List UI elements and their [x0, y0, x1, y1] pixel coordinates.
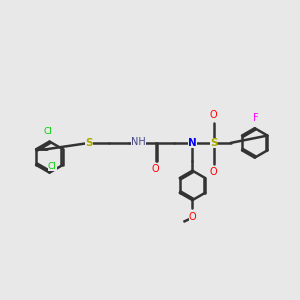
Text: O: O — [210, 167, 218, 177]
Text: O: O — [210, 110, 218, 120]
Text: Cl: Cl — [48, 162, 57, 171]
Text: N: N — [188, 138, 197, 148]
Text: S: S — [85, 138, 93, 148]
Text: O: O — [152, 164, 160, 174]
Text: O: O — [189, 212, 196, 222]
Text: F: F — [253, 113, 259, 123]
Text: NH: NH — [131, 136, 146, 146]
Text: Cl: Cl — [44, 128, 52, 136]
Text: S: S — [210, 138, 218, 148]
